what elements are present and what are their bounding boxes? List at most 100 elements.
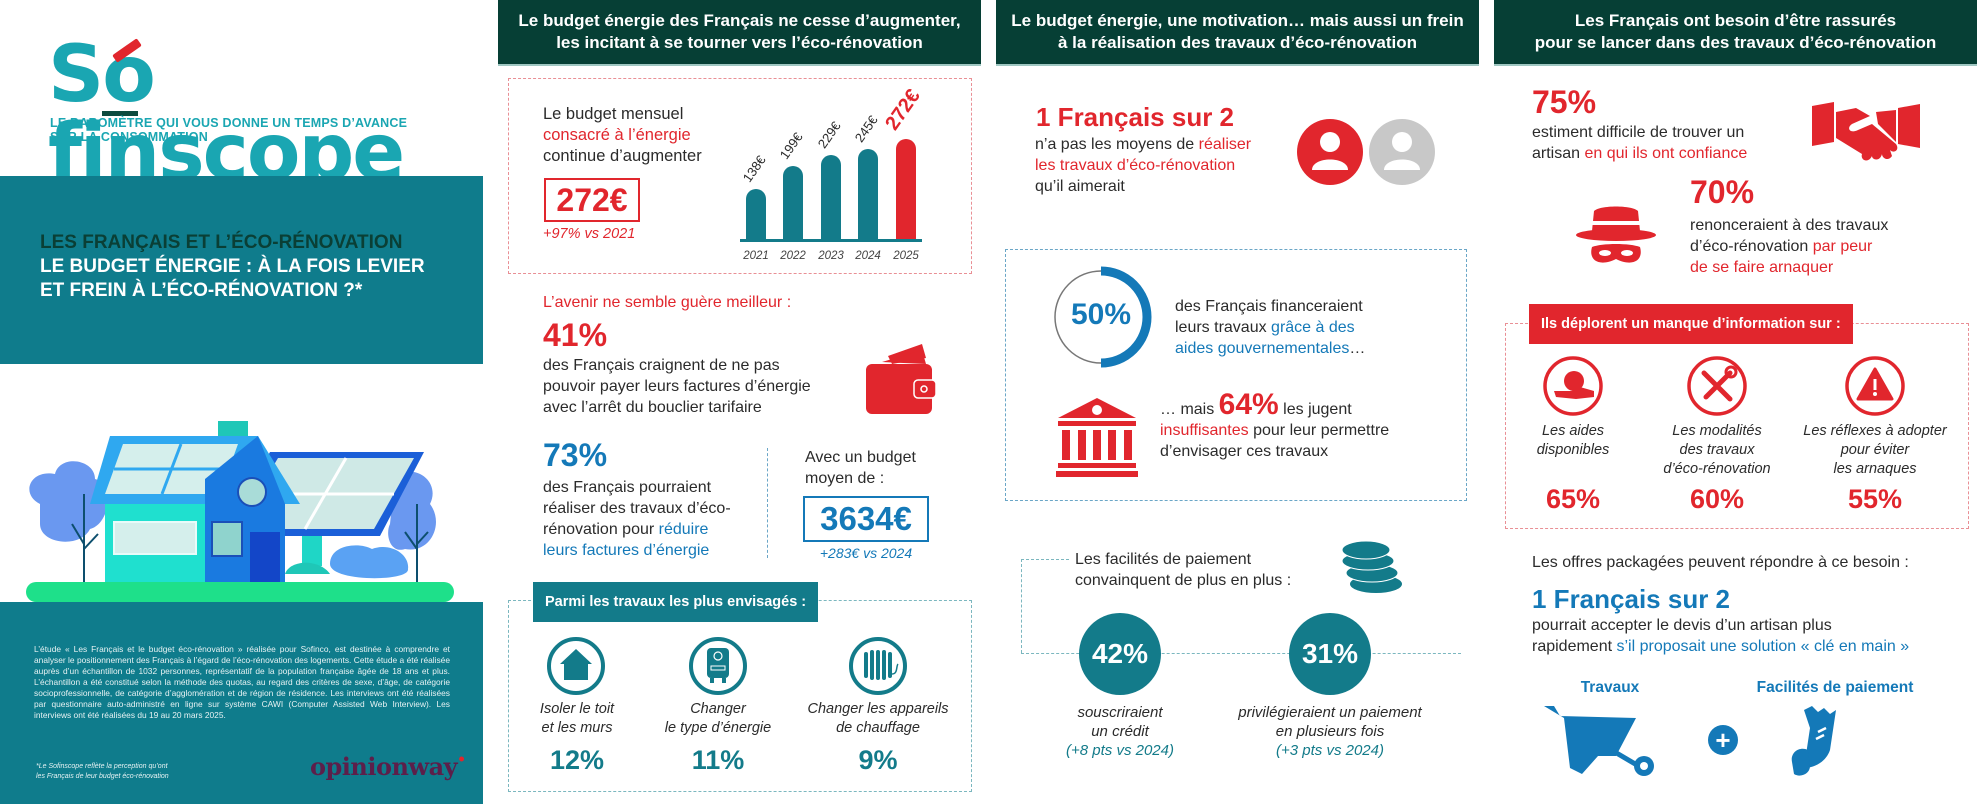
payment-intro: Les facilités de paiement convainquent d…: [1075, 549, 1291, 591]
info-1-line1: Les aides: [1541, 423, 1605, 439]
scammer-mask-icon: [1576, 206, 1656, 263]
payment-line2: convainquent de plus en plus :: [1075, 572, 1292, 589]
work-item-2-label: Changer le type d’énergie: [650, 700, 786, 738]
oit-hl1: réaliser: [1198, 136, 1252, 153]
year-2025: 2025: [893, 250, 919, 262]
title-line2: LE BUDGET ÉNERGIE : À LA FOIS LEVIER: [40, 256, 425, 277]
scam-hl1: par peur: [1812, 238, 1873, 255]
hand-coin-icon: [1543, 356, 1603, 416]
aid-line1: des Français financeraient: [1175, 298, 1363, 315]
credit-label: souscriraient un crédit (+8 pts vs 2024): [1040, 703, 1200, 760]
person-red-icon: [1297, 119, 1363, 185]
info-2-line3: d’éco-rénovation: [1663, 461, 1771, 477]
budget-line1: Le budget mensuel: [543, 105, 684, 123]
dash-connector-line: [1021, 653, 1461, 654]
bar-2023: [821, 155, 841, 240]
payment-line1: Les facilités de paiement: [1075, 551, 1252, 568]
ins-hl: insuffisantes: [1160, 422, 1249, 439]
footnote-line2: les Français de leur budget éco-rénovati…: [36, 773, 169, 780]
reduce-line1: des Français pourraient: [543, 479, 712, 496]
methodology-text: L’étude « Les Français et le budget éco-…: [34, 644, 450, 720]
packaged-intro: Les offres packagées peuvent répondre à …: [1532, 554, 1909, 571]
work-1-pct: 12%: [549, 745, 605, 775]
installments-label: privilégieraient un paiement en plusieur…: [1220, 703, 1440, 760]
government-building-icon: [1056, 398, 1138, 477]
aid-hl1: grâce à des: [1271, 319, 1355, 336]
coins-icon: [1341, 540, 1402, 593]
boiler-icon: [689, 637, 747, 695]
reduce-text: des Français pourraient réaliser des tra…: [543, 477, 731, 561]
intro-column: So finscope LE BAROMÈTRE QUI VOUS DONNE U…: [0, 0, 483, 804]
methodology-panel: L’étude « Les Français et le budget éco-…: [0, 602, 483, 804]
page-title: LE BUDGET ÉNERGIE : À LA FOIS LEVIER ET …: [40, 255, 425, 303]
handshake-icon: [1812, 102, 1920, 161]
trust-line1: estiment difficile de trouver un: [1532, 124, 1745, 141]
info-2-line1: Les modalités: [1672, 423, 1762, 439]
credit-delta: (+8 pts vs 2024): [1066, 742, 1174, 759]
insufficient-text: … mais 64% les jugent insuffisantes pour…: [1160, 390, 1389, 462]
oit-line1: n’a pas les moyens de: [1035, 136, 1199, 153]
title-banner: LES FRANÇAIS ET L’ÉCO-RÉNOVATION LE BUDG…: [0, 176, 483, 364]
wheelbarrow-icon: [1544, 706, 1654, 776]
reduce-highlight: réduire: [658, 521, 709, 538]
logo-s: S: [48, 30, 104, 120]
packaged-text: pourrait accepter le devis d’un artisan …: [1532, 615, 1909, 657]
bar-2025: [896, 139, 916, 240]
scam-line1: renonceraient à des travaux: [1690, 217, 1889, 234]
work-3-line1: Changer les appareils: [807, 701, 949, 717]
info-2-line2: des travaux: [1679, 442, 1755, 458]
info-3-line1: Les réflexes à adopter: [1803, 423, 1947, 439]
bar-2022: [783, 166, 803, 240]
tagline-line2: SUR LA CONSOMMATION: [50, 130, 208, 144]
aid-pct: 50%: [1070, 298, 1132, 331]
scam-line2: d’éco-rénovation: [1690, 238, 1813, 255]
trust-pct: 75%: [1532, 84, 1597, 120]
sofinscope-logo: So finscope: [48, 36, 483, 192]
future-line1: des Français craignent de ne pas: [543, 357, 780, 374]
tagline: LE BAROMÈTRE QUI VOUS DONNE UN TEMPS D’A…: [50, 116, 407, 144]
scam-text: renonceraient à des travaux d’éco-rénova…: [1690, 215, 1888, 278]
packaged-hl: s’il proposait une solution « clé en mai…: [1616, 638, 1910, 655]
info-1-line2: disponibles: [1536, 442, 1610, 458]
footnote-line1: *Le Sofinscope reflète la perception qu’…: [36, 763, 168, 770]
trust-hl: en qui ils ont confiance: [1584, 145, 1748, 162]
header-line2: pour se lancer dans des travaux d’éco-ré…: [1534, 33, 1937, 52]
aid-text: des Français financeraient leurs travaux…: [1175, 296, 1365, 359]
divider: [767, 448, 768, 558]
header-line1: Les Français ont besoin d’être rassurés: [1574, 11, 1897, 30]
future-pct: 41%: [543, 317, 608, 353]
reduce-line4: leurs factures d’énergie: [543, 542, 710, 559]
info-3-line2: pour éviter: [1840, 442, 1910, 458]
tagline-line1: LE BAROMÈTRE QUI VOUS DONNE UN TEMPS D’A…: [50, 116, 408, 130]
dash-connector-top: [1021, 559, 1069, 560]
work-3-line2: de chauffage: [836, 720, 920, 736]
opinionway-logo: opinionway•: [310, 752, 466, 781]
aid-line2: leurs travaux: [1175, 319, 1272, 336]
section-header-budget: Le budget énergie des Français ne cesse …: [498, 0, 981, 66]
inst-line2: en plusieurs fois: [1275, 723, 1385, 740]
works-chip: Parmi les travaux les plus envisagés :: [533, 582, 819, 622]
future-text: des Français craignent de ne pas pouvoir…: [543, 355, 811, 418]
one-in-two-text: n’a pas les moyens de réaliser les trava…: [1035, 134, 1251, 197]
credit-pct-circle: 42%: [1079, 613, 1161, 695]
info-item-3-label: Les réflexes à adopter pour éviter les a…: [1794, 422, 1956, 479]
header-line2: les incitant à se tourner vers l’éco-rén…: [556, 33, 923, 52]
warning-icon: [1845, 356, 1905, 416]
title-line3: ET FREIN À L’ÉCO-RÉNOVATION ?*: [40, 280, 363, 301]
budget-line2: consacré à l’énergie: [543, 126, 691, 144]
oit-line2: les travaux d’éco-rénovation: [1035, 157, 1236, 174]
year-2024: 2024: [855, 250, 881, 262]
aid-ellipsis: …: [1349, 340, 1366, 357]
title-kicker: LES FRANÇAIS ET L’ÉCO-RÉNOVATION: [40, 232, 403, 253]
header-line1: Le budget énergie des Français ne cesse …: [518, 11, 961, 30]
info-3-pct: 55%: [1847, 484, 1903, 514]
reduce-line2: réaliser des travaux d’éco-: [543, 500, 731, 517]
work-2-line1: Changer: [690, 701, 746, 717]
people-ratio-icon: [1297, 119, 1435, 185]
info-1-pct: 65%: [1545, 484, 1601, 514]
info-3-line3: les arnaques: [1833, 461, 1917, 477]
year-2022: 2022: [780, 250, 806, 262]
ins-pre: … mais: [1160, 401, 1219, 418]
year-2021: 2021: [743, 250, 769, 262]
work-1-line2: et les murs: [541, 720, 613, 736]
